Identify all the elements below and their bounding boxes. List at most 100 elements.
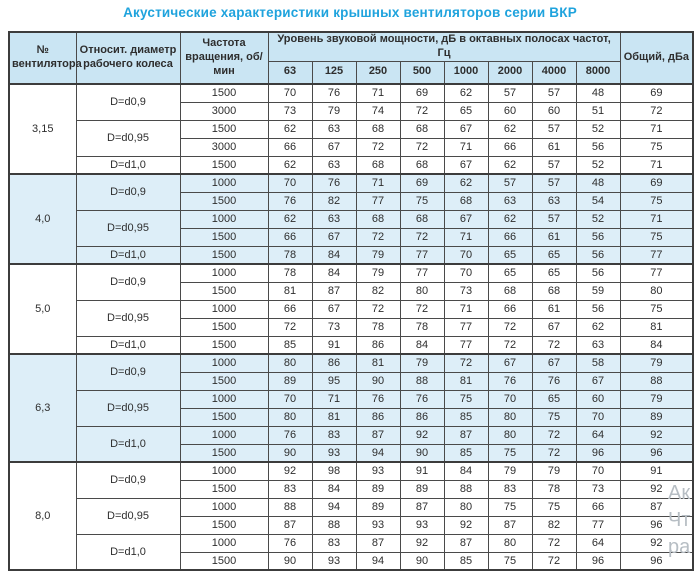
spl-value-cell: 93	[311, 443, 357, 463]
spl-value-cell: 85	[267, 335, 313, 355]
total-cell: 79	[619, 389, 694, 409]
table-row: 1500 89 95 90 88 81 76 76 67 88	[9, 371, 694, 391]
spl-value-cell: 64	[575, 425, 621, 445]
spl-value-cell: 72	[399, 137, 445, 157]
spl-value-cell: 84	[311, 479, 357, 499]
table-row: 1500 80 81 86 86 85 80 75 70 89	[9, 407, 694, 427]
diameter-cell: D=d0,9	[75, 173, 181, 211]
table-row: 8,0 D=d0,9 1000 92 98 93 91 84 79 79 70 91	[8, 461, 694, 571]
spl-value-cell: 70	[267, 389, 313, 409]
spl-value-cell: 66	[487, 137, 533, 157]
header-row-main: № вентилятора Относит. диаметр рабочего …	[8, 31, 694, 85]
diameter-cell: D=d1,0	[75, 335, 181, 355]
spl-value-cell: 72	[487, 317, 533, 337]
spl-value-cell: 72	[267, 317, 313, 337]
spl-value-cell: 91	[399, 461, 445, 481]
spl-value-cell: 80	[487, 407, 533, 427]
speed-cell: 3000	[179, 101, 269, 121]
spl-value-cell: 87	[443, 425, 489, 445]
spl-value-cell: 88	[311, 515, 357, 535]
spl-value-cell: 67	[443, 119, 489, 139]
spl-value-cell: 68	[355, 155, 401, 175]
spl-value-cell: 94	[355, 443, 401, 463]
diameter-cell: D=d0,95	[75, 119, 181, 157]
table-header: № вентилятора Относит. диаметр рабочего …	[8, 31, 694, 85]
spl-value-cell: 80	[443, 497, 489, 517]
spl-value-cell: 88	[443, 479, 489, 499]
spl-value-cell: 78	[355, 317, 401, 337]
speed-cell: 1000	[179, 353, 269, 373]
table-row: 1500 66 67 72 72 71 66 61 56 75	[9, 227, 694, 247]
spl-value-cell: 70	[575, 407, 621, 427]
table-row: D=d0,95 1000 66 67 72 72 71 66 61 56 75	[9, 299, 694, 337]
table-row: D=d1,0 1000 76 83 87 92 87 80 72 64 92	[9, 533, 694, 571]
spl-value-cell: 56	[575, 227, 621, 247]
spl-value-cell: 66	[575, 497, 621, 517]
spl-value-cell: 63	[575, 335, 621, 355]
spl-value-cell: 87	[443, 533, 489, 553]
spl-value-cell: 79	[355, 263, 401, 283]
spl-value-cell: 61	[531, 137, 577, 157]
spl-value-cell: 59	[575, 281, 621, 301]
total-cell: 84	[619, 335, 694, 355]
spl-value-cell: 67	[531, 317, 577, 337]
spl-value-cell: 62	[487, 155, 533, 175]
total-cell: 71	[619, 119, 694, 139]
spl-value-cell: 54	[575, 191, 621, 211]
spl-value-cell: 56	[575, 245, 621, 265]
speed-cell: 1500	[179, 227, 269, 247]
fan-number-cell: 6,3	[8, 353, 77, 463]
spl-value-cell: 87	[267, 515, 313, 535]
spl-value-cell: 92	[399, 533, 445, 553]
spl-value-cell: 75	[487, 551, 533, 571]
diameter-cell: D=d0,9	[75, 263, 181, 301]
spl-value-cell: 76	[531, 371, 577, 391]
spl-value-cell: 57	[531, 173, 577, 193]
total-cell: 71	[619, 209, 694, 229]
spl-value-cell: 75	[443, 389, 489, 409]
speed-cell: 1500	[179, 281, 269, 301]
spl-value-cell: 85	[443, 443, 489, 463]
spl-value-cell: 80	[487, 425, 533, 445]
spl-value-cell: 66	[267, 227, 313, 247]
speed-cell: 1500	[179, 155, 269, 175]
spl-value-cell: 67	[311, 137, 357, 157]
spl-value-cell: 63	[311, 209, 357, 229]
spl-value-cell: 65	[487, 245, 533, 265]
spl-value-cell: 61	[531, 299, 577, 319]
speed-cell: 1500	[179, 317, 269, 337]
speed-cell: 1000	[179, 389, 269, 409]
spl-value-cell: 76	[399, 389, 445, 409]
fan-number-cell: 8,0	[8, 461, 77, 571]
spl-value-cell: 67	[311, 227, 357, 247]
header-total: Общий, дБа	[619, 31, 694, 85]
spl-value-cell: 71	[443, 227, 489, 247]
speed-cell: 1000	[179, 497, 269, 517]
spl-value-cell: 62	[487, 119, 533, 139]
spl-value-cell: 86	[355, 407, 401, 427]
spl-value-cell: 94	[355, 551, 401, 571]
spl-value-cell: 89	[267, 371, 313, 391]
table-row: 3000 73 79 74 72 65 60 60 51 72	[9, 101, 694, 121]
spl-value-cell: 75	[487, 443, 533, 463]
spl-value-cell: 68	[487, 281, 533, 301]
spl-value-cell: 56	[575, 137, 621, 157]
speed-cell: 1500	[179, 83, 269, 103]
diameter-cell: D=d0,95	[75, 299, 181, 337]
spl-value-cell: 92	[443, 515, 489, 535]
table-row: D=d0,95 1000 70 71 76 76 75 70 65 60 79	[9, 389, 694, 427]
spl-value-cell: 72	[443, 353, 489, 373]
spl-value-cell: 76	[311, 83, 357, 103]
spl-value-cell: 56	[575, 299, 621, 319]
spl-value-cell: 91	[311, 335, 357, 355]
diameter-cell: D=d1,0	[75, 245, 181, 265]
spl-value-cell: 88	[267, 497, 313, 517]
spl-value-cell: 75	[531, 407, 577, 427]
spl-value-cell: 69	[399, 173, 445, 193]
speed-cell: 1000	[179, 299, 269, 319]
spl-value-cell: 84	[311, 263, 357, 283]
fan-number-cell: 4,0	[8, 173, 77, 265]
spl-value-cell: 76	[267, 191, 313, 211]
spl-value-cell: 78	[267, 245, 313, 265]
spl-value-cell: 66	[267, 137, 313, 157]
